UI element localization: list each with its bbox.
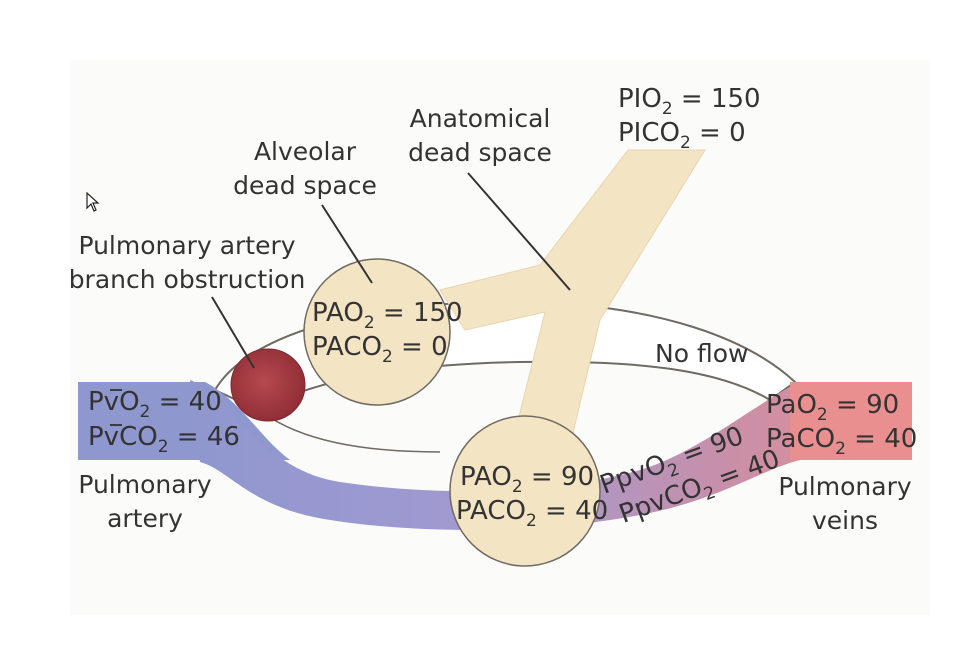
alveolar-label-line2: dead space xyxy=(233,171,377,200)
obstruction-label-line1: Pulmonary artery xyxy=(78,231,295,260)
normal-alveolus-co2-value: PACO2 = 40 xyxy=(456,496,608,531)
perfused-vessel xyxy=(190,380,912,530)
obstruction-label-line2: branch obstruction xyxy=(69,265,306,294)
pulmonary-artery-label-line2: artery xyxy=(107,504,183,533)
clot-obstruction xyxy=(230,348,306,422)
obstruction-pointer xyxy=(211,296,255,369)
anatomical-label-line1: Anatomical xyxy=(410,104,551,133)
inspired-co2-value: PICO2 = 0 xyxy=(618,118,746,153)
anatomical-pointer xyxy=(467,172,571,291)
no-flow-label: No flow xyxy=(655,339,748,368)
arterial-o2-value: PaO2 = 90 xyxy=(766,390,899,425)
dead-alveolus-co2-value: PACO2 = 0 xyxy=(312,332,448,367)
pulmonary-vein-vessel xyxy=(790,382,912,460)
dead-space-alveolus xyxy=(303,258,451,406)
airway-tree xyxy=(439,149,706,446)
alveolar-pointer xyxy=(321,204,373,284)
pulmonary-artery-label-line1: Pulmonary xyxy=(78,470,212,499)
mixed-venous-co2-value: PvCO2 = 46 xyxy=(88,422,240,457)
pulmonary-veins-label-line2: veins xyxy=(812,506,878,535)
arrow-cursor-icon xyxy=(86,192,100,212)
perfused-alveolus xyxy=(449,415,601,567)
alveolar-label-line1: Alveolar xyxy=(254,137,357,166)
arterial-co2-value: PaCO2 = 40 xyxy=(766,424,917,459)
dead-alveolus-o2-value: PAO2 = 150 xyxy=(312,298,463,333)
inspired-o2-value: PIO2 = 150 xyxy=(618,84,761,119)
mixed-venous-o2-value: PvO2 = 40 xyxy=(88,387,222,422)
normal-alveolus-o2-value: PAO2 = 90 xyxy=(460,462,594,497)
pulmonary-veins-label-line1: Pulmonary xyxy=(778,472,912,501)
anatomical-label-line2: dead space xyxy=(408,138,552,167)
